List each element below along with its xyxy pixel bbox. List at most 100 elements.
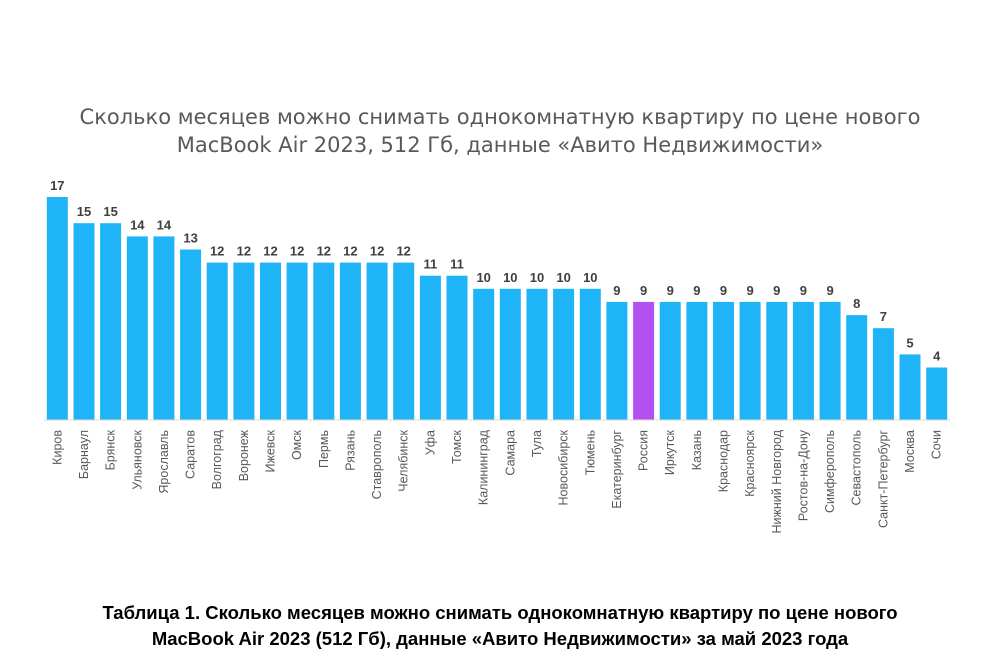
bar-ульяновск xyxy=(126,236,148,420)
bar-киров xyxy=(46,197,68,420)
category-label-саратов: Саратов xyxy=(184,430,198,479)
value-label-барнаул: 15 xyxy=(77,204,91,219)
value-label-калининград: 10 xyxy=(476,270,490,285)
category-label-иркутск: Иркутск xyxy=(663,429,677,475)
category-label-волгоград: Волгоград xyxy=(210,429,224,489)
bar-ростов-на-дону xyxy=(792,301,814,420)
category-label-ульяновск: Ульяновск xyxy=(130,429,144,489)
bar-пермь xyxy=(313,262,335,420)
bar-рязань xyxy=(339,262,361,420)
category-label-севастополь: Севастополь xyxy=(850,430,864,505)
category-label-тула: Тула xyxy=(530,430,544,457)
value-label-иркутск: 9 xyxy=(667,283,674,298)
bar-красноярск xyxy=(739,301,761,420)
category-label-рязань: Рязань xyxy=(343,430,357,471)
chart-title: Сколько месяцев можно снимать однокомнат… xyxy=(40,103,960,159)
bar-сочи xyxy=(926,367,948,420)
bar-севастополь xyxy=(846,315,868,420)
category-label-киров: Киров xyxy=(50,430,64,465)
caption-line-1: Таблица 1. Сколько месяцев можно снимать… xyxy=(102,602,898,623)
bar-казань xyxy=(686,301,708,420)
value-label-сочи: 4 xyxy=(933,349,941,364)
value-label-новосибирск: 10 xyxy=(556,270,570,285)
category-label-екатеринбург: Екатеринбург xyxy=(610,430,624,509)
category-label-брянск: Брянск xyxy=(104,429,118,470)
category-label-красноярск: Красноярск xyxy=(743,429,757,496)
category-label-уфа: Уфа xyxy=(423,430,437,455)
value-label-воронеж: 12 xyxy=(237,244,251,259)
value-label-ульяновск: 14 xyxy=(130,217,145,232)
value-label-саратов: 13 xyxy=(183,231,197,246)
bar-волгоград xyxy=(206,262,228,420)
bar-россия xyxy=(633,301,655,420)
bar-ставрополь xyxy=(366,262,388,420)
chart-title-line-1: Сколько месяцев можно снимать однокомнат… xyxy=(79,105,921,129)
value-label-симферополь: 9 xyxy=(826,283,833,298)
category-label-россия: Россия xyxy=(637,430,651,471)
bar-барнаул xyxy=(73,223,95,420)
value-labels-layer: 17 15 15 14 14 13 12 12 12 12 12 12 12 12 11 11 10 10 10 10… xyxy=(50,178,941,364)
value-label-волгоград: 12 xyxy=(210,244,224,259)
bar-екатеринбург xyxy=(606,301,628,420)
bar-челябинск xyxy=(393,262,415,420)
value-label-киров: 17 xyxy=(50,178,64,193)
value-label-тула: 10 xyxy=(530,270,544,285)
bar-chart: 17 15 15 14 14 13 12 12 12 12 12 12 12 12 11 11 10 10 10 10… xyxy=(44,178,950,534)
table-caption: Таблица 1. Сколько месяцев можно снимать… xyxy=(20,600,980,652)
value-label-ярославль: 14 xyxy=(157,217,172,232)
category-label-воронеж: Воронеж xyxy=(237,429,251,481)
category-labels-layer: Киров Барнаул Брянск Ульяновск Ярославль Сара… xyxy=(50,429,943,533)
category-label-ростов-на-дону: Ростов-на-Дону xyxy=(796,429,810,521)
value-label-ижевск: 12 xyxy=(263,244,277,259)
category-label-ярославль: Ярославль xyxy=(157,430,171,494)
bars-layer xyxy=(46,197,948,420)
value-label-уфа: 11 xyxy=(424,257,438,272)
bar-ижевск xyxy=(260,262,281,420)
category-label-казань: Казань xyxy=(690,430,704,470)
bar-самара xyxy=(499,288,521,420)
bar-новосибирск xyxy=(553,288,575,420)
category-label-сочи: Сочи xyxy=(930,430,944,459)
bar-воронеж xyxy=(233,262,255,420)
value-label-томск: 11 xyxy=(450,257,464,272)
bar-тула xyxy=(526,288,548,420)
bar-саратов xyxy=(180,249,202,420)
bar-уфа xyxy=(419,275,441,420)
bar-санкт-петербург xyxy=(872,328,894,420)
value-label-пермь: 12 xyxy=(317,244,331,259)
bar-симферополь xyxy=(819,301,841,420)
category-label-челябинск: Челябинск xyxy=(397,429,411,491)
category-label-санкт-петербург: Санкт-Петербург xyxy=(876,430,890,528)
value-label-самара: 10 xyxy=(503,270,517,285)
chart-title-line-2: MacBook Air 2023, 512 Гб, данные «Авито … xyxy=(176,133,824,157)
bar-иркутск xyxy=(659,301,681,420)
value-label-нижний-новгород: 9 xyxy=(773,283,780,298)
value-label-краснодар: 9 xyxy=(720,283,727,298)
value-label-россия: 9 xyxy=(640,283,647,298)
value-label-тюмень: 10 xyxy=(583,270,597,285)
category-label-самара: Самара xyxy=(503,430,517,476)
category-label-томск: Томск xyxy=(450,429,464,463)
category-label-барнаул: Барнаул xyxy=(77,430,91,479)
bar-брянск xyxy=(100,223,122,420)
bar-краснодар xyxy=(713,301,734,420)
value-label-омск: 12 xyxy=(290,244,304,259)
category-label-новосибирск: Новосибирск xyxy=(557,429,571,505)
category-label-тюмень: Тюмень xyxy=(583,430,597,475)
bar-томск xyxy=(446,275,468,420)
category-label-нижний-новгород: Нижний Новгород xyxy=(770,429,784,533)
value-label-челябинск: 12 xyxy=(396,244,410,259)
value-label-севастополь: 8 xyxy=(853,296,860,311)
bar-калининград xyxy=(473,288,495,420)
value-label-екатеринбург: 9 xyxy=(613,283,620,298)
value-label-москва: 5 xyxy=(906,335,913,350)
category-label-ставрополь: Ставрополь xyxy=(370,430,384,499)
bar-ярославль xyxy=(153,236,175,420)
caption-line-2: MacBook Air 2023 (512 Гб), данные «Авито… xyxy=(151,628,849,649)
value-label-рязань: 12 xyxy=(343,244,357,259)
value-label-ростов-на-дону: 9 xyxy=(800,283,807,298)
bar-москва xyxy=(899,354,921,420)
category-label-симферополь: Симферополь xyxy=(823,430,837,513)
bar-нижний-новгород xyxy=(766,301,788,420)
bar-омск xyxy=(286,262,308,420)
